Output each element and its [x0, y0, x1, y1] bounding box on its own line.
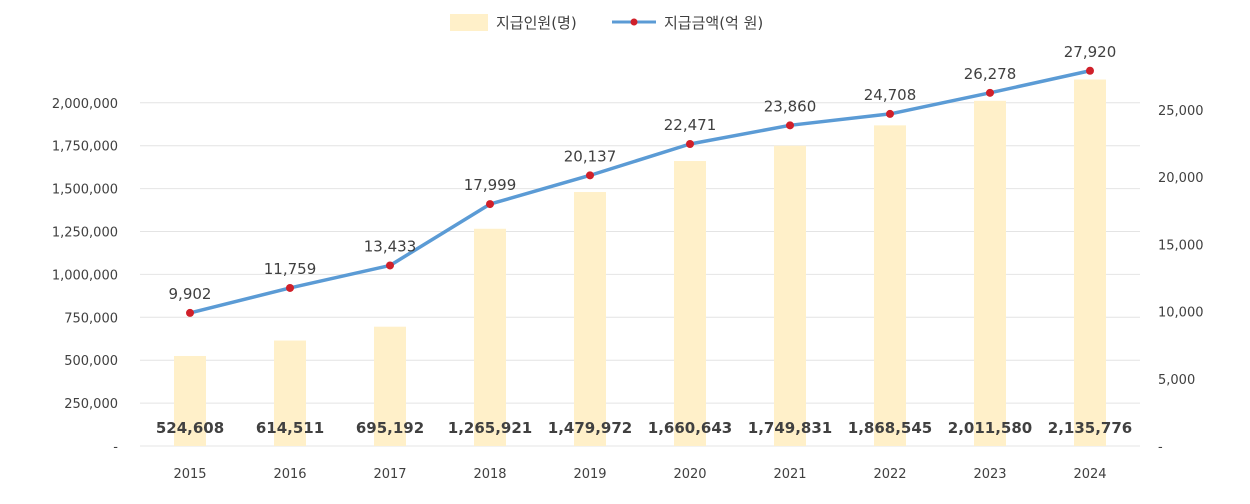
x-tick-label: 2024 — [1073, 467, 1106, 482]
bar — [574, 192, 606, 446]
bar — [374, 326, 406, 446]
line-point — [786, 121, 794, 130]
bar-value-label: 1,479,972 — [548, 419, 632, 437]
y-right-tick-label: 15,000 — [1158, 238, 1204, 253]
series-line — [189, 69, 1091, 315]
y-right-tick-label: 10,000 — [1158, 306, 1204, 321]
legend-bar-label: 지급인원(명) — [496, 14, 577, 32]
legend: 지급인원(명) 지급금액(억 원) — [450, 14, 763, 32]
axes: - 250,000 500,000 750,000 1,000,000 1,250,000… — [52, 97, 1204, 482]
x-tick-label: 2016 — [273, 467, 306, 482]
line-point — [1086, 66, 1094, 75]
line-value-label: 20,137 — [564, 147, 617, 165]
x-tick-label: 2018 — [473, 467, 506, 482]
x-tick-label: 2017 — [373, 467, 406, 482]
y-right-tick-label: 25,000 — [1158, 104, 1204, 119]
line-value-label: 9,902 — [169, 285, 212, 303]
bar-value-label: 1,749,831 — [748, 419, 832, 437]
line-point — [686, 139, 694, 148]
y-left-tick-label: 2,000,000 — [52, 97, 118, 112]
line-point — [486, 200, 494, 209]
legend-line-marker — [630, 18, 638, 26]
x-tick-label: 2019 — [573, 467, 606, 482]
data-labels: 524,608 614,511 695,192 1,265,921 1,479,972 1… — [156, 43, 1132, 437]
x-tick-label: 2021 — [773, 467, 806, 482]
bar-series — [174, 79, 1106, 447]
legend-bar-swatch — [450, 14, 488, 31]
bar-value-label: 695,192 — [356, 419, 424, 437]
bar-value-label: 1,265,921 — [448, 419, 532, 437]
y-right-tick-label: 5,000 — [1158, 373, 1195, 388]
legend-line-label: 지급금액(억 원) — [664, 14, 763, 32]
y-left-tick-label: - — [113, 440, 118, 455]
y-left-tick-label: 1,500,000 — [52, 183, 118, 198]
bar-value-label: 524,608 — [156, 419, 224, 437]
line-value-label: 13,433 — [364, 237, 417, 255]
y-right-tick-label: - — [1158, 440, 1163, 455]
bar-value-label: 1,660,643 — [648, 419, 732, 437]
y-left-tick-label: 1,250,000 — [52, 226, 118, 241]
line-point — [386, 261, 394, 270]
x-tick-label: 2022 — [873, 467, 906, 482]
line-point — [586, 171, 594, 180]
bar — [874, 125, 906, 447]
bar — [974, 100, 1006, 447]
line-point — [186, 308, 194, 317]
bar-value-label: 2,135,776 — [1048, 419, 1132, 437]
line-value-label: 23,860 — [764, 97, 817, 115]
line-value-label: 24,708 — [864, 86, 917, 104]
line-value-label: 27,920 — [1064, 43, 1117, 61]
y-left-tick-label: 250,000 — [64, 397, 118, 412]
x-tick-label: 2023 — [973, 467, 1006, 482]
line-value-label: 22,471 — [664, 116, 717, 134]
line-point — [886, 109, 894, 118]
bar — [1074, 79, 1106, 446]
y-left-tick-label: 1,000,000 — [52, 268, 118, 283]
bar — [274, 340, 306, 446]
gridlines — [140, 102, 1140, 447]
x-tick-label: 2020 — [673, 467, 706, 482]
line-point — [986, 88, 994, 97]
line-series — [186, 66, 1094, 317]
bar-value-label: 1,868,545 — [848, 419, 932, 437]
line-value-label: 11,759 — [264, 260, 317, 278]
bar — [174, 355, 206, 446]
y-left-tick-label: 1,750,000 — [52, 140, 118, 155]
bar-value-label: 614,511 — [256, 419, 324, 437]
x-tick-label: 2015 — [173, 467, 206, 482]
y-right-tick-label: 20,000 — [1158, 171, 1204, 186]
y-left-tick-label: 750,000 — [64, 311, 118, 326]
bar-value-label: 2,011,580 — [948, 419, 1032, 437]
bar — [774, 145, 806, 446]
y-left-tick-label: 500,000 — [64, 354, 118, 369]
bar — [674, 161, 706, 446]
line-value-label: 17,999 — [464, 176, 517, 194]
line-value-label: 26,278 — [964, 65, 1017, 83]
line-point — [286, 283, 294, 292]
bar — [474, 228, 506, 446]
